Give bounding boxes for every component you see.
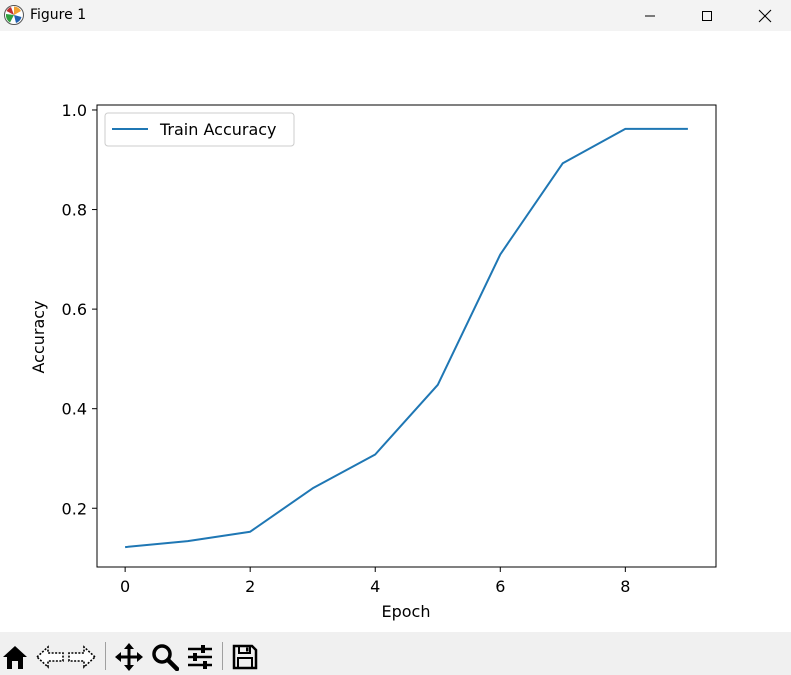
line-chart: 0 2 4 6 8 0.2 0.4 0.6 0.8 1.0 Train Accuracy Epo… [29,101,717,621]
save-button[interactable] [230,642,260,672]
y-tick-label: 1.0 [62,101,87,120]
legend-label: Train Accuracy [159,120,277,139]
title-bar: Figure 1 [0,0,791,31]
minimize-icon [645,15,655,16]
forward-icon [68,645,97,669]
x-tick-label: 8 [620,577,630,596]
y-tick-label: 0.6 [62,300,87,319]
series-line-0 [125,127,688,549]
maximize-icon [702,10,712,21]
zoom-icon [152,644,179,671]
x-tick-label: 4 [370,577,380,596]
close-icon [758,9,772,22]
x-tick-label: 6 [495,577,505,596]
toolbar-separator [105,642,106,670]
y-tick-label: 0.8 [62,201,87,220]
close-button[interactable] [737,0,791,31]
navigation-toolbar [0,632,791,675]
x-tick-label: 2 [245,577,255,596]
matplotlib-logo-icon [4,5,24,25]
pan-icon [115,643,143,671]
maximize-button[interactable] [679,0,735,31]
figure-canvas[interactable]: 0 2 4 6 8 0.2 0.4 0.6 0.8 1.0 Train Accuracy Epo… [0,31,791,632]
x-axis-label: Epoch [382,602,431,621]
zoom-button[interactable] [150,642,180,672]
plot-frame [96,104,717,568]
pan-button[interactable] [114,642,144,672]
back-button[interactable] [35,642,65,672]
home-button[interactable] [0,642,30,672]
legend-box [104,112,295,147]
configure-subplots-icon [188,645,212,669]
y-tick-label: 0.2 [62,499,87,518]
x-tick-label: 0 [120,577,130,596]
configure-subplots-button[interactable] [185,642,215,672]
y-tick-label: 0.4 [62,400,87,419]
save-icon [232,644,258,670]
window-title: Figure 1 [30,7,87,23]
forward-button[interactable] [67,642,97,672]
home-icon [3,646,27,669]
y-axis-label: Accuracy [29,300,48,373]
toolbar-separator [222,642,223,670]
minimize-button[interactable] [622,0,678,31]
back-icon [35,645,64,669]
